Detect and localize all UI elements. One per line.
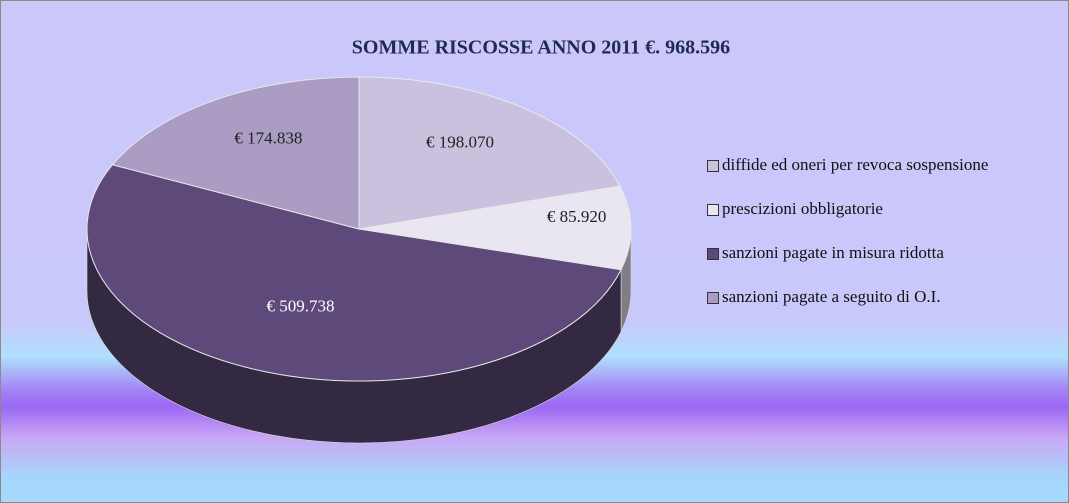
legend-label: prescizioni obbligatorie bbox=[722, 199, 883, 218]
legend-label: sanzioni pagate in misura ridotta bbox=[722, 243, 944, 262]
data-label: € 85.920 bbox=[547, 207, 607, 226]
legend-swatch bbox=[707, 160, 719, 172]
legend-label: diffide ed oneri per revoca sospensione bbox=[722, 155, 989, 174]
legend-item: prescizioni obbligatorie bbox=[707, 197, 1037, 221]
data-label: € 174.838 bbox=[234, 128, 302, 147]
data-label: € 198.070 bbox=[426, 132, 494, 151]
slice bbox=[86, 164, 622, 382]
data-label: € 509.738 bbox=[267, 296, 335, 315]
chart-title: SOMME RISCOSSE ANNO 2011 €. 968.596 bbox=[352, 37, 730, 59]
legend-item: sanzioni pagate a seguito di O.I. bbox=[707, 285, 1037, 309]
legend-swatch bbox=[707, 204, 719, 216]
legend-item: diffide ed oneri per revoca sospensione bbox=[707, 153, 1037, 177]
legend-swatch bbox=[707, 248, 719, 260]
legend-item: sanzioni pagate in misura ridotta bbox=[707, 241, 1037, 265]
legend: diffide ed oneri per revoca sospensione p… bbox=[707, 153, 1037, 329]
slice bbox=[358, 76, 621, 230]
legend-swatch bbox=[707, 292, 719, 304]
slice bbox=[358, 185, 632, 271]
legend-label: sanzioni pagate a seguito di O.I. bbox=[722, 287, 941, 306]
slice bbox=[111, 76, 360, 230]
